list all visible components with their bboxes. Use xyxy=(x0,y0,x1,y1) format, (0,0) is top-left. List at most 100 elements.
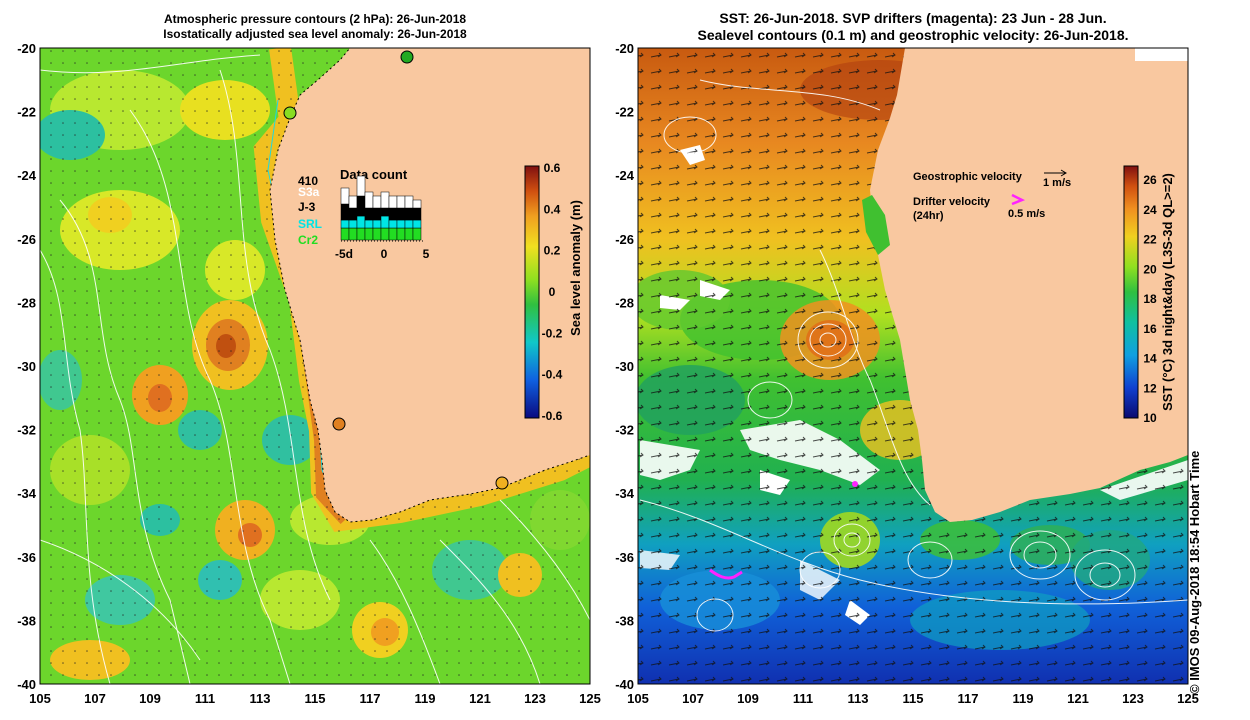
lon-tick-label: 125 xyxy=(1177,691,1199,706)
sla-colorbar-label: Sea level anomaly (m) xyxy=(568,200,583,336)
right-map-frame xyxy=(637,47,1189,685)
lat-tick-label: -30 xyxy=(17,359,36,374)
count-bar-segment xyxy=(388,227,398,241)
colorbar-tick-label: 14 xyxy=(1143,352,1157,366)
right-lon-axis: 105 107 109 111 113 115 117 119 121 123 125 xyxy=(627,691,1199,706)
tide-gauge-marker[interactable] xyxy=(400,50,414,64)
sst-colorbar-label: SST (°C) 3d night&day (L3S-3d QL>=2) xyxy=(1160,173,1175,411)
lat-tick-label: -34 xyxy=(615,486,635,501)
count-bar-segment xyxy=(388,207,398,221)
drifter-track[interactable] xyxy=(709,568,743,580)
colorbar-tick-label: 26 xyxy=(1143,173,1157,187)
lon-tick-label: 123 xyxy=(1122,691,1144,706)
imos-credit: © IMOS 09-Aug-2018 18:54 Hobart Time xyxy=(1187,450,1202,694)
count-bar-segment xyxy=(396,227,406,241)
count-bar-segment xyxy=(364,219,374,229)
colorbar-tick-label: 16 xyxy=(1143,322,1157,336)
colorbar-tick-label: -0.2 xyxy=(542,326,563,340)
drifter-scale: 0.5 m/s xyxy=(1008,208,1045,220)
count-bar-segment xyxy=(364,191,374,209)
count-bar-segment xyxy=(348,219,358,229)
colorbar-tick-label: -0.6 xyxy=(542,409,563,423)
count-bar-segment xyxy=(404,219,414,229)
count-bar-segment xyxy=(348,227,358,241)
count-bar-segment xyxy=(372,227,382,241)
count-bar-segment xyxy=(380,227,390,241)
tide-gauge-marker[interactable] xyxy=(332,417,346,431)
count-bar-segment xyxy=(404,195,414,209)
colorbar-tick-label: 0.4 xyxy=(544,202,561,216)
count-bar-segment xyxy=(372,219,382,229)
geo-velocity-label: Geostrophic velocity xyxy=(913,171,1023,183)
lon-tick-label: 113 xyxy=(250,691,271,706)
sla-colorbar-gradient xyxy=(524,165,540,419)
lat-tick-label: -26 xyxy=(17,232,36,247)
sealevel-contours xyxy=(639,79,1188,632)
count-bar-segment xyxy=(340,227,350,241)
lat-tick-label: -28 xyxy=(615,295,634,310)
colorbar-tick-label: 22 xyxy=(1143,233,1157,247)
legend-cr2: Cr2 xyxy=(298,233,318,247)
lat-tick-label: -36 xyxy=(615,550,634,565)
lat-tick-label: -40 xyxy=(615,677,634,692)
lon-tick-label: 115 xyxy=(305,691,326,706)
lat-tick-label: -34 xyxy=(17,486,37,501)
drifter-marker[interactable] xyxy=(852,481,858,487)
lat-tick-label: -32 xyxy=(615,423,634,438)
count-bar-segment xyxy=(404,227,414,241)
data-count-bars xyxy=(340,175,422,241)
count-bar-segment xyxy=(364,207,374,221)
lat-tick-label: -30 xyxy=(615,359,634,374)
geo-velocity-arrow xyxy=(1044,169,1067,177)
tide-gauge-marker[interactable] xyxy=(495,476,509,490)
tide-gauge-marker[interactable] xyxy=(283,106,297,120)
colorbar-tick-label: 24 xyxy=(1143,203,1157,217)
count-bar-segment xyxy=(380,207,390,217)
lat-tick-label: -24 xyxy=(615,168,635,183)
colorbar-tick-label: 0 xyxy=(549,285,556,299)
left-lat-axis: -20 -22 -24 -26 -28 -30 -32 -34 -36 -38 -40 xyxy=(17,41,37,692)
count-bar-segment xyxy=(356,195,366,217)
colorbar-tick-label: 0.6 xyxy=(544,161,561,175)
lat-tick-label: -20 xyxy=(615,41,634,56)
drifter-label-line2: (24hr) xyxy=(913,210,944,222)
count-bar-segment xyxy=(388,219,398,229)
lat-tick-label: -40 xyxy=(17,677,36,692)
lon-tick-label: 109 xyxy=(737,691,759,706)
right-title-line1: SST: 26-Jun-2018. SVP drifters (magenta)… xyxy=(719,10,1107,26)
count-bar-segment xyxy=(356,215,366,229)
lon-tick-label: 113 xyxy=(848,691,869,706)
colorbar-tick-label: -0.4 xyxy=(542,368,563,382)
lon-tick-label: 111 xyxy=(195,691,215,706)
lon-tick-label: 125 xyxy=(579,691,601,706)
count-bar-segment xyxy=(412,199,422,209)
lon-tick-label: 121 xyxy=(469,691,491,706)
count-bar-segment xyxy=(412,207,422,221)
lon-tick-label: 105 xyxy=(29,691,51,706)
count-bar-segment xyxy=(348,195,358,209)
left-lon-axis: 105 107 109 111 113 115 117 119 121 123 125 xyxy=(29,691,601,706)
lon-tick-label: 117 xyxy=(360,691,381,706)
count-bar-segment xyxy=(356,227,366,241)
lon-tick-label: 107 xyxy=(682,691,704,706)
drifter-velocity-arrow xyxy=(1011,193,1026,206)
land-australia xyxy=(269,48,590,523)
right-title-line2: Sealevel contours (0.1 m) and geostrophi… xyxy=(697,27,1129,43)
velocity-legend: Geostrophic velocity 1 m/s Drifter veloc… xyxy=(913,169,1071,222)
left-map-frame xyxy=(39,47,591,685)
colorbar-tick-label: 10 xyxy=(1143,411,1157,425)
lon-tick-label: 111 xyxy=(793,691,813,706)
lat-tick-label: -36 xyxy=(17,550,36,565)
left-map xyxy=(40,48,590,684)
count-bar-segment xyxy=(356,175,366,197)
lat-tick-label: -24 xyxy=(17,168,37,183)
legend-srl: SRL xyxy=(298,217,322,231)
count-bar-segment xyxy=(340,203,350,221)
count-bar-segment xyxy=(412,219,422,229)
lon-tick-label: 123 xyxy=(524,691,546,706)
lon-tick-label: 109 xyxy=(139,691,161,706)
left-title-line2: Isostatically adjusted sea level anomaly… xyxy=(163,27,467,41)
land-australia-sst xyxy=(870,48,1188,522)
legend-s3a: S3a xyxy=(298,185,320,199)
